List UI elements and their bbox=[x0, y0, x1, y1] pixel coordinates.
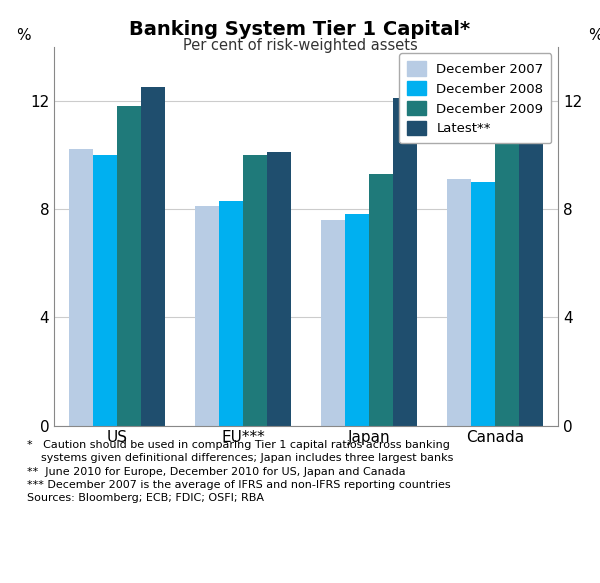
Bar bbox=[495, 104, 519, 426]
Bar bbox=[219, 201, 243, 426]
Bar bbox=[69, 149, 93, 426]
Text: *   Caution should be used in comparing Tier 1 capital ratios across banking
   : * Caution should be used in comparing Ti… bbox=[27, 440, 454, 503]
Bar bbox=[519, 87, 543, 426]
Bar bbox=[447, 180, 471, 426]
Text: %: % bbox=[16, 28, 31, 43]
Text: %: % bbox=[588, 28, 600, 43]
Text: Per cent of risk-weighted assets: Per cent of risk-weighted assets bbox=[182, 38, 418, 53]
Bar bbox=[243, 155, 267, 426]
Bar bbox=[141, 87, 165, 426]
Bar bbox=[93, 155, 117, 426]
Bar bbox=[471, 182, 495, 426]
Bar bbox=[345, 215, 369, 426]
Legend: December 2007, December 2008, December 2009, Latest**: December 2007, December 2008, December 2… bbox=[400, 53, 551, 143]
Text: Banking System Tier 1 Capital*: Banking System Tier 1 Capital* bbox=[130, 20, 470, 40]
Bar bbox=[369, 174, 393, 426]
Bar bbox=[393, 98, 417, 426]
Bar bbox=[267, 152, 291, 426]
Bar bbox=[195, 206, 219, 426]
Bar bbox=[117, 106, 141, 426]
Bar bbox=[321, 220, 345, 426]
